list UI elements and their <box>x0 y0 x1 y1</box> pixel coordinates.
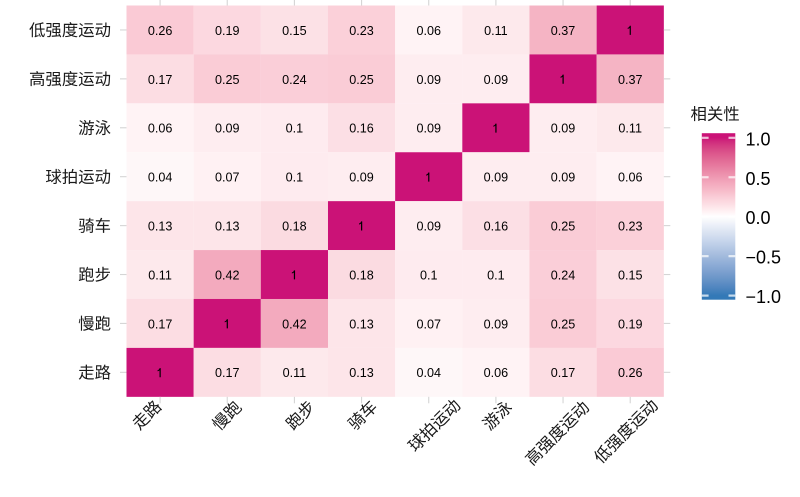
svg-text:0.1: 0.1 <box>487 268 505 282</box>
svg-text:0.11: 0.11 <box>283 366 307 380</box>
svg-text:0.24: 0.24 <box>282 73 307 87</box>
svg-text:0.5: 0.5 <box>746 169 771 189</box>
svg-text:0.09: 0.09 <box>215 122 240 136</box>
svg-text:0.07: 0.07 <box>416 317 441 331</box>
svg-text:0.09: 0.09 <box>484 317 509 331</box>
svg-text:0.16: 0.16 <box>349 122 374 136</box>
svg-text:0.1: 0.1 <box>420 268 438 282</box>
svg-text:0.0: 0.0 <box>746 208 771 228</box>
svg-text:0.25: 0.25 <box>551 220 576 234</box>
svg-text:0.25: 0.25 <box>215 73 240 87</box>
svg-text:0.13: 0.13 <box>349 317 374 331</box>
svg-text:0.25: 0.25 <box>349 73 374 87</box>
svg-text:0.07: 0.07 <box>215 171 240 185</box>
svg-text:0.09: 0.09 <box>416 122 441 136</box>
svg-text:0.15: 0.15 <box>618 268 643 282</box>
svg-text:0.17: 0.17 <box>215 366 240 380</box>
svg-text:0.13: 0.13 <box>148 220 173 234</box>
svg-text:0.09: 0.09 <box>484 73 509 87</box>
svg-text:−1.0: −1.0 <box>746 287 782 307</box>
svg-text:0.13: 0.13 <box>215 220 240 234</box>
svg-text:0.11: 0.11 <box>148 268 172 282</box>
svg-text:0.06: 0.06 <box>484 366 509 380</box>
svg-text:0.06: 0.06 <box>148 122 173 136</box>
svg-text:0.19: 0.19 <box>215 24 240 38</box>
svg-text:1.0: 1.0 <box>746 129 771 149</box>
svg-text:0.11: 0.11 <box>618 122 642 136</box>
svg-text:0.17: 0.17 <box>551 366 576 380</box>
svg-text:0.37: 0.37 <box>551 24 576 38</box>
svg-text:0.24: 0.24 <box>551 268 576 282</box>
svg-text:0.13: 0.13 <box>349 366 374 380</box>
svg-text:0.18: 0.18 <box>282 220 307 234</box>
svg-text:0.1: 0.1 <box>286 122 304 136</box>
svg-text:0.23: 0.23 <box>618 220 643 234</box>
svg-text:0.09: 0.09 <box>484 171 509 185</box>
svg-text:0.19: 0.19 <box>618 317 643 331</box>
svg-text:0.09: 0.09 <box>551 122 576 136</box>
svg-text:0.11: 0.11 <box>484 24 508 38</box>
svg-text:0.04: 0.04 <box>416 366 441 380</box>
svg-text:0.09: 0.09 <box>551 171 576 185</box>
svg-text:0.37: 0.37 <box>618 73 643 87</box>
svg-text:0.26: 0.26 <box>618 366 643 380</box>
svg-text:0.17: 0.17 <box>148 317 173 331</box>
svg-text:0.09: 0.09 <box>416 220 441 234</box>
svg-text:0.18: 0.18 <box>349 268 374 282</box>
svg-text:0.1: 0.1 <box>286 171 304 185</box>
svg-text:0.25: 0.25 <box>551 317 576 331</box>
svg-text:0.09: 0.09 <box>349 171 374 185</box>
svg-text:0.06: 0.06 <box>618 171 643 185</box>
svg-text:0.17: 0.17 <box>148 73 173 87</box>
svg-text:0.23: 0.23 <box>349 24 374 38</box>
svg-text:0.15: 0.15 <box>282 24 307 38</box>
svg-text:0.09: 0.09 <box>416 73 441 87</box>
svg-text:0.06: 0.06 <box>416 24 441 38</box>
svg-text:−0.5: −0.5 <box>746 248 782 268</box>
svg-text:0.42: 0.42 <box>282 317 307 331</box>
svg-text:0.42: 0.42 <box>215 268 240 282</box>
svg-text:0.16: 0.16 <box>484 220 509 234</box>
svg-text:0.26: 0.26 <box>148 24 173 38</box>
svg-text:0.04: 0.04 <box>148 171 173 185</box>
